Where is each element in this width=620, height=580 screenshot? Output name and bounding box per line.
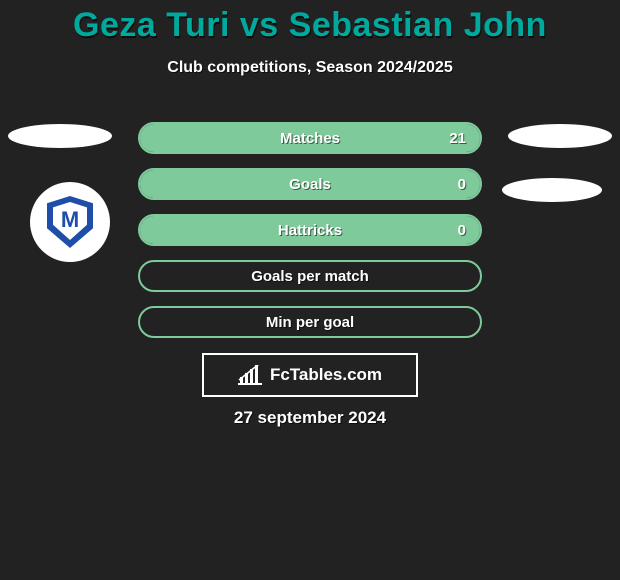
page-title: Geza Turi vs Sebastian John	[0, 0, 620, 45]
stat-row-goals: Goals 0	[138, 168, 482, 200]
shield-letter: M	[61, 207, 79, 233]
stat-label: Goals	[140, 176, 480, 193]
stat-label: Hattricks	[140, 222, 480, 239]
stat-row-hattricks: Hattricks 0	[138, 214, 482, 246]
stat-row-min-per-goal: Min per goal	[138, 306, 482, 338]
stat-row-goals-per-match: Goals per match	[138, 260, 482, 292]
stat-label: Min per goal	[140, 314, 480, 331]
stat-value: 0	[458, 222, 466, 239]
shield-inner: M	[53, 202, 87, 240]
shield-icon: M	[47, 196, 93, 248]
right-club-blob	[502, 178, 602, 202]
page-subtitle: Club competitions, Season 2024/2025	[0, 59, 620, 77]
fctables-logo-text: FcTables.com	[270, 365, 382, 385]
stat-label: Goals per match	[140, 268, 480, 285]
stat-value: 0	[458, 176, 466, 193]
stat-label: Matches	[140, 130, 480, 147]
left-player-blob	[8, 124, 112, 148]
left-club-badge: M	[30, 182, 110, 262]
stats-panel: Matches 21 Goals 0 Hattricks 0 Goals per…	[138, 122, 482, 352]
stat-value: 21	[449, 130, 466, 147]
right-player-blob	[508, 124, 612, 148]
fctables-logo-box: FcTables.com	[202, 353, 418, 397]
stat-row-matches: Matches 21	[138, 122, 482, 154]
bar-chart-icon	[238, 365, 264, 385]
compare-date: 27 september 2024	[0, 408, 620, 428]
